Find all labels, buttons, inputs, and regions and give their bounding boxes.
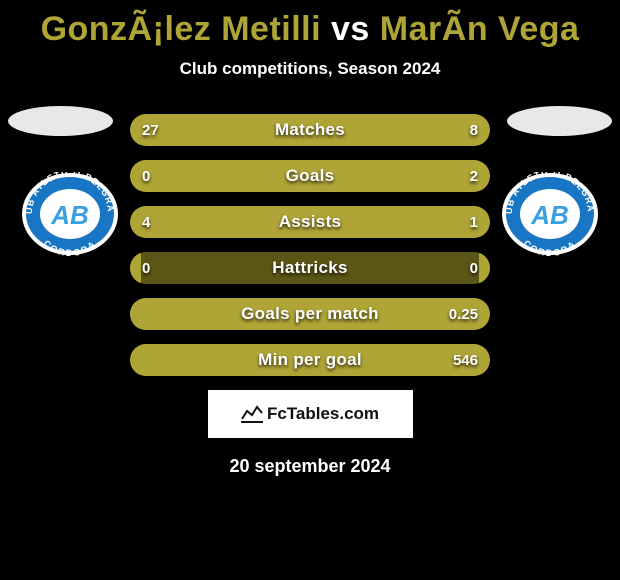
club-badge-left: CLUB ATLETICO BELGRANO CORDOBA AB [20,172,120,257]
stat-label: Min per goal [130,344,490,376]
date-text: 20 september 2024 [0,456,620,477]
comparison-title: GonzÃ¡lez Metilli vs MarÃ­n Vega [0,0,620,49]
stat-row-matches: 27 Matches 8 [130,114,490,146]
stat-label: Goals per match [130,298,490,330]
vs-text: vs [321,10,380,48]
stat-row-goals-per-match: Goals per match 0.25 [130,298,490,330]
comparison-content: CLUB ATLETICO BELGRANO CORDOBA AB CLUB A… [0,114,620,477]
stat-row-goals: 0 Goals 2 [130,160,490,192]
stat-label: Hattricks [130,252,490,284]
stat-value-right: 0 [470,252,478,284]
club-badge-right: CLUB ATLETICO BELGRANO CORDOBA AB [500,172,600,257]
attribution-text: FcTables.com [267,404,379,424]
stat-row-assists: 4 Assists 1 [130,206,490,238]
player1-name: GonzÃ¡lez Metilli [41,10,322,48]
stat-label: Matches [130,114,490,146]
stat-value-right: 0.25 [449,298,478,330]
stat-label: Goals [130,160,490,192]
svg-text:AB: AB [530,200,569,230]
player1-oval [8,106,113,136]
subtitle: Club competitions, Season 2024 [0,59,620,79]
stat-value-right: 2 [470,160,478,192]
stat-label: Assists [130,206,490,238]
attribution-box: FcTables.com [208,390,413,438]
player2-oval [507,106,612,136]
svg-text:AB: AB [50,200,89,230]
stat-bars: 27 Matches 8 0 Goals 2 4 Assists 1 0 Hat… [130,114,490,376]
stat-value-right: 1 [470,206,478,238]
stat-value-right: 546 [453,344,478,376]
stat-row-min-per-goal: Min per goal 546 [130,344,490,376]
chart-icon [241,405,263,423]
player2-name: MarÃ­n Vega [380,10,580,48]
stat-row-hattricks: 0 Hattricks 0 [130,252,490,284]
stat-value-right: 8 [470,114,478,146]
